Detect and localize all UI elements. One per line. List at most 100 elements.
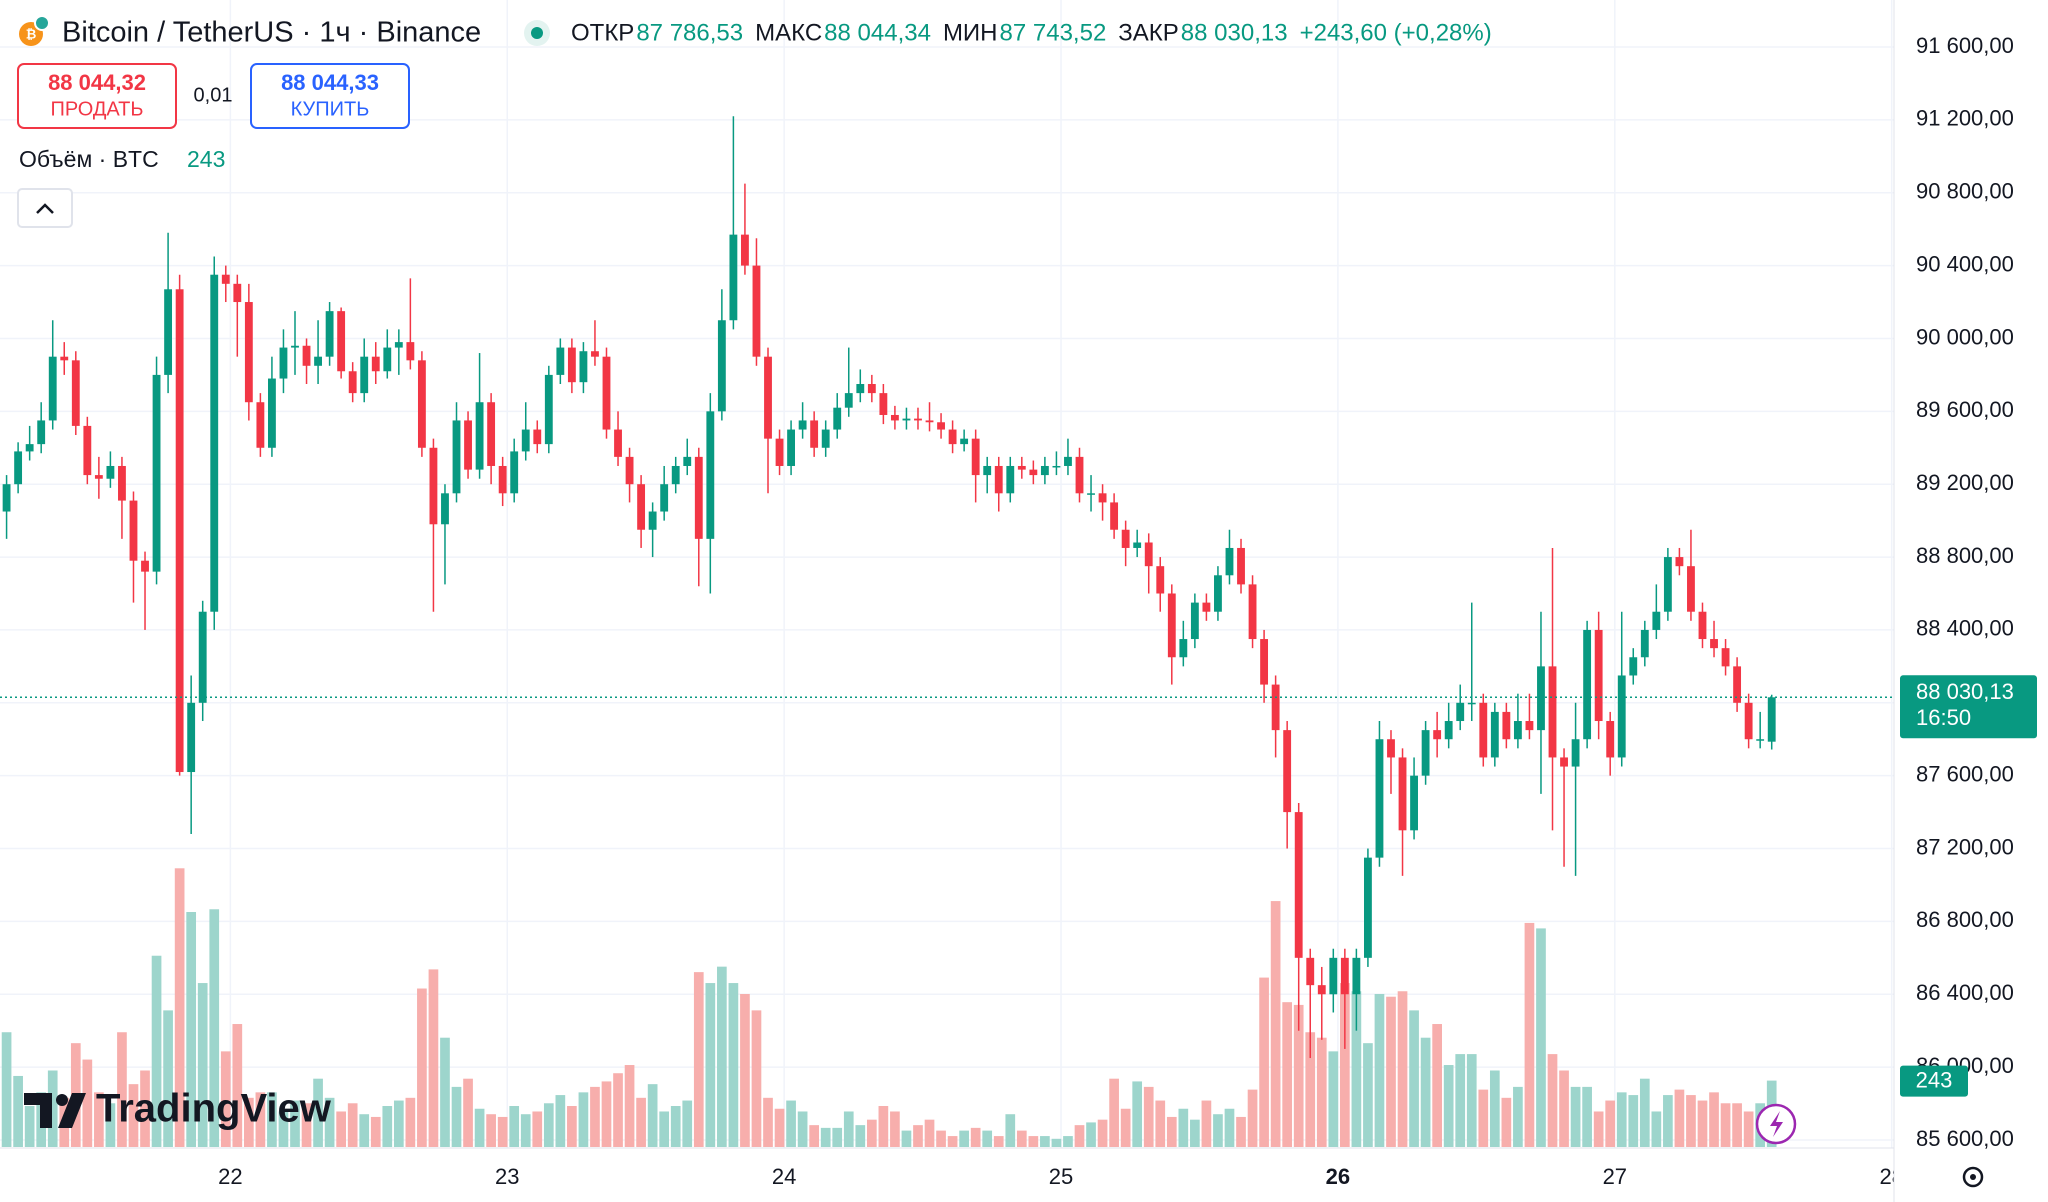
volume-bar — [913, 1125, 923, 1147]
volume-bar — [970, 1127, 981, 1147]
volume-bar — [774, 1108, 785, 1147]
volume-bar — [1605, 1100, 1616, 1147]
volume-bar — [751, 1010, 762, 1147]
candle-body — [1652, 611, 1661, 630]
ohlc-legend: ОТКР 87 786,53 МАКС 88 044,34 МИН 87 743,52 ЗА… — [571, 19, 1288, 46]
candle-body — [764, 356, 772, 439]
watermark: TradingView — [24, 1087, 332, 1131]
volume-bar — [1732, 1103, 1742, 1147]
volume-bar — [474, 1108, 485, 1147]
volume-bar — [244, 1097, 254, 1147]
candle-body — [1110, 502, 1119, 530]
volume-bar — [624, 1065, 635, 1147]
candle-body — [464, 420, 472, 470]
candle-body — [948, 429, 957, 445]
volume-bar — [1305, 1032, 1316, 1147]
candle-body — [914, 418, 922, 421]
candle-body — [994, 465, 1003, 494]
settings-icon[interactable] — [1970, 1174, 1976, 1180]
volume-bar — [1397, 991, 1408, 1147]
candle-body — [1733, 666, 1742, 703]
candle-body — [302, 345, 311, 366]
volume-bar — [1190, 1119, 1200, 1147]
candle-body — [1098, 493, 1107, 503]
candle-body — [1317, 985, 1326, 995]
volume-bar — [1201, 1100, 1212, 1147]
candle-body — [233, 283, 242, 303]
volume-bar — [509, 1106, 520, 1147]
volume-bar — [1374, 993, 1385, 1147]
volume-bar — [1270, 901, 1281, 1147]
volume-bar — [220, 1051, 231, 1147]
candle-body — [1306, 957, 1315, 986]
buy-label[interactable]: КУПИТЬ — [291, 98, 370, 120]
volume-bar — [1686, 1095, 1696, 1147]
candle-body — [1687, 566, 1695, 612]
volume-bar — [1028, 1136, 1039, 1147]
volume-bar — [1005, 1114, 1016, 1147]
stat-value: 88 030,13 — [1181, 19, 1288, 46]
stat-label: ОТКР — [571, 19, 634, 46]
volume-bar — [936, 1130, 946, 1147]
volume-bar — [1420, 1037, 1431, 1147]
candle-body — [371, 356, 380, 372]
volume-bar — [1063, 1136, 1073, 1147]
y-tick-label: 91 200,00 — [1916, 106, 2014, 131]
candle-body — [533, 429, 542, 445]
buy-price[interactable]: 88 044,33 — [281, 70, 379, 95]
candle-body — [1294, 812, 1303, 958]
candle-body — [383, 347, 392, 372]
volume-bar — [13, 1075, 23, 1147]
volume-bar — [209, 909, 220, 1147]
candle-body — [1271, 684, 1280, 731]
candle-body — [1363, 857, 1372, 958]
candle-body — [625, 456, 634, 485]
settings-icon[interactable] — [1962, 1166, 1984, 1188]
candle-body — [810, 420, 819, 448]
candle-body — [591, 351, 599, 357]
y-tick-label: 87 600,00 — [1916, 761, 2014, 786]
collapse-button[interactable] — [17, 188, 73, 228]
candle-body — [71, 360, 80, 426]
candle-body — [475, 402, 484, 470]
candle-body — [1606, 721, 1615, 758]
candle-body — [256, 402, 265, 448]
volume-bar — [1443, 1065, 1454, 1147]
volume-bar — [786, 1100, 796, 1147]
logo-mark — [58, 1093, 86, 1128]
candle-body — [844, 393, 853, 408]
candle-body — [660, 484, 669, 512]
candle-body — [487, 402, 496, 466]
volume-pane — [1, 868, 1777, 1147]
lightning-icon[interactable] — [1770, 1111, 1783, 1137]
volume-bar — [393, 1100, 404, 1147]
candle-body — [1502, 711, 1511, 740]
volume-bar — [1616, 1092, 1627, 1147]
volume-bar — [647, 1084, 658, 1147]
candle-body — [671, 465, 680, 485]
volume-bar — [451, 1086, 462, 1147]
collapse-icon[interactable] — [36, 203, 54, 214]
candle-body — [752, 265, 761, 357]
sell-price[interactable]: 88 044,32 — [48, 70, 146, 95]
sell-label[interactable]: ПРОДАТЬ — [50, 98, 143, 120]
volume-bar — [128, 1084, 139, 1147]
grid — [0, 0, 1894, 1148]
buy-button[interactable] — [250, 63, 410, 129]
candle-body — [2, 484, 11, 512]
volume-bar — [1628, 1095, 1639, 1147]
candle-body — [48, 356, 57, 421]
sell-button[interactable] — [17, 63, 177, 129]
volume-bar — [1040, 1136, 1050, 1147]
x-tick-label: 24 — [772, 1164, 796, 1189]
candle-body — [694, 456, 703, 539]
candle-body — [1052, 465, 1061, 468]
volume-bar — [1466, 1054, 1477, 1147]
stat-value: 87 743,52 — [1000, 19, 1107, 46]
volume-bar — [1582, 1086, 1592, 1147]
candle-body — [1375, 739, 1384, 858]
volume-bar — [1513, 1086, 1523, 1147]
volume-bar — [555, 1095, 566, 1147]
volume-bar — [613, 1073, 623, 1147]
candle-body — [175, 289, 184, 773]
